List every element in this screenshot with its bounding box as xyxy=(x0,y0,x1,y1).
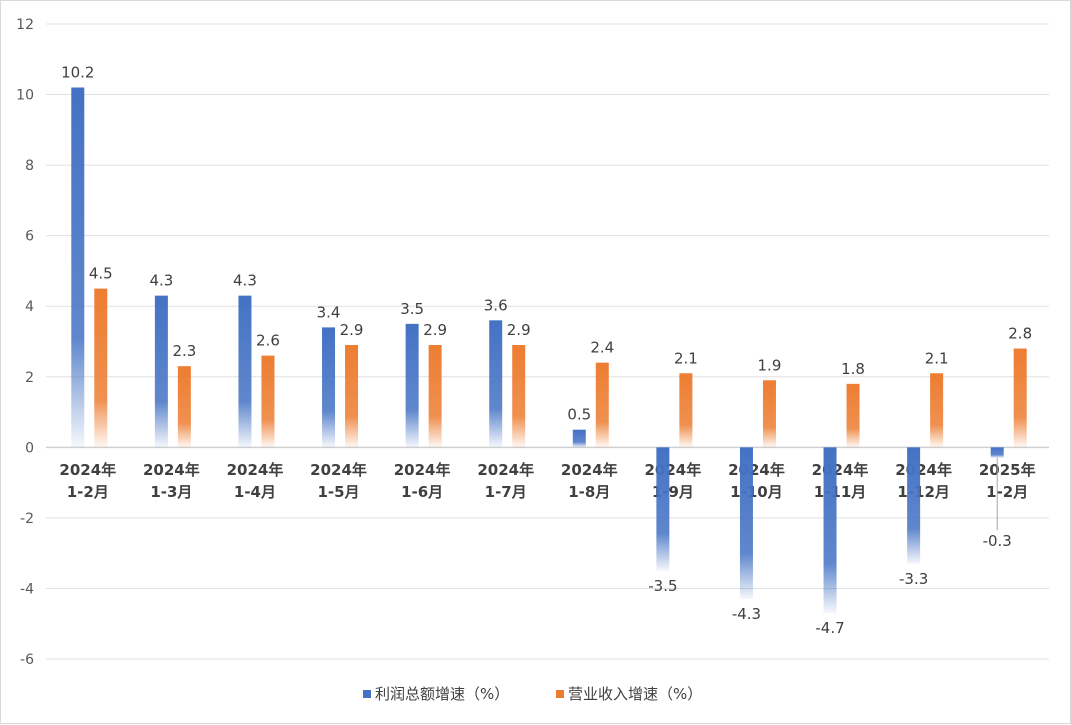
data-label: 1.8 xyxy=(841,360,865,378)
data-label: 3.6 xyxy=(484,296,508,314)
data-label: -0.3 xyxy=(983,532,1012,550)
legend-swatch xyxy=(363,690,371,698)
y-tick-label: -2 xyxy=(20,511,34,527)
profit-bar xyxy=(238,295,252,448)
profit-bar xyxy=(739,447,753,600)
data-label: 2.1 xyxy=(674,349,698,367)
profit-bar xyxy=(656,447,670,571)
x-tick-label: 2024年 xyxy=(645,461,702,479)
x-tick-label: 2025年 xyxy=(979,461,1036,479)
revenue-bar xyxy=(1013,348,1027,448)
data-label: -4.7 xyxy=(815,619,844,637)
x-tick-label: 1-12月 xyxy=(897,483,950,501)
revenue-bar xyxy=(762,380,776,448)
y-tick-label: 6 xyxy=(25,229,34,245)
legend-label: 利润总额增速（%） xyxy=(375,685,509,703)
revenue-bar xyxy=(595,362,609,448)
data-label: 10.2 xyxy=(61,64,94,82)
data-label: 0.5 xyxy=(567,406,591,424)
data-label: -4.3 xyxy=(732,605,761,623)
data-label: 3.4 xyxy=(317,303,341,321)
revenue-bar xyxy=(679,373,693,448)
legend-swatch xyxy=(556,690,564,698)
y-tick-label: 4 xyxy=(25,299,34,315)
x-tick-label: 2024年 xyxy=(895,461,952,479)
x-tick-label: 2024年 xyxy=(227,461,284,479)
x-tick-label: 2024年 xyxy=(477,461,534,479)
revenue-bar xyxy=(512,345,526,448)
data-label: 2.4 xyxy=(590,339,614,357)
x-tick-label: 1-2月 xyxy=(67,483,109,501)
y-tick-label: 0 xyxy=(25,440,34,456)
data-label: 3.5 xyxy=(400,300,424,318)
data-label: -3.5 xyxy=(648,577,677,595)
data-label: -3.3 xyxy=(899,570,928,588)
profit-bar xyxy=(907,447,921,564)
y-tick-label: -6 xyxy=(20,652,34,668)
profit-bar xyxy=(154,295,168,448)
x-tick-label: 1-11月 xyxy=(814,483,867,501)
y-tick-label: 2 xyxy=(25,370,34,386)
data-label: 1.9 xyxy=(758,356,782,374)
x-tick-label: 2024年 xyxy=(394,461,451,479)
x-tick-label: 1-8月 xyxy=(568,483,610,501)
data-label: 4.3 xyxy=(149,272,173,290)
data-label: 4.3 xyxy=(233,272,257,290)
data-label: 2.9 xyxy=(423,321,447,339)
x-tick-label: 1-10月 xyxy=(730,483,783,501)
x-tick-label: 2024年 xyxy=(812,461,869,479)
revenue-bar xyxy=(345,345,359,448)
profit-bar xyxy=(990,447,1004,458)
x-tick-label: 1-7月 xyxy=(485,483,527,501)
y-tick-label: 10 xyxy=(16,88,34,104)
revenue-bar xyxy=(261,355,275,448)
x-tick-label: 1-6月 xyxy=(401,483,443,501)
data-label: 2.9 xyxy=(340,321,364,339)
x-tick-label: 2024年 xyxy=(143,461,200,479)
profit-bar xyxy=(823,447,837,614)
data-label: 2.1 xyxy=(925,349,949,367)
profit-bar xyxy=(322,327,336,448)
x-tick-label: 1-2月 xyxy=(986,483,1028,501)
y-tick-label: 8 xyxy=(25,158,34,174)
x-tick-label: 2024年 xyxy=(59,461,116,479)
data-label: 2.9 xyxy=(507,321,531,339)
x-tick-label: 2024年 xyxy=(310,461,367,479)
y-tick-label: -4 xyxy=(20,581,34,597)
revenue-bar xyxy=(177,366,191,448)
x-tick-label: 2024年 xyxy=(728,461,785,479)
revenue-bar xyxy=(846,383,860,448)
profit-bar xyxy=(71,87,85,448)
profit-bar xyxy=(572,429,586,448)
data-label: 4.5 xyxy=(89,265,113,283)
data-label: 2.6 xyxy=(256,332,280,350)
legend-label: 营业收入增速（%） xyxy=(568,685,702,703)
x-tick-label: 1-4月 xyxy=(234,483,276,501)
data-label: 2.8 xyxy=(1008,325,1032,343)
data-label: 2.3 xyxy=(172,342,196,360)
revenue-bar xyxy=(428,345,442,448)
profit-bar xyxy=(405,323,419,448)
x-tick-label: 1-5月 xyxy=(317,483,359,501)
x-tick-label: 1-3月 xyxy=(150,483,192,501)
profit-bar xyxy=(489,320,503,448)
revenue-bar xyxy=(930,373,944,448)
y-tick-label: 12 xyxy=(16,17,34,33)
revenue-bar xyxy=(94,288,108,448)
x-tick-label: 2024年 xyxy=(561,461,618,479)
